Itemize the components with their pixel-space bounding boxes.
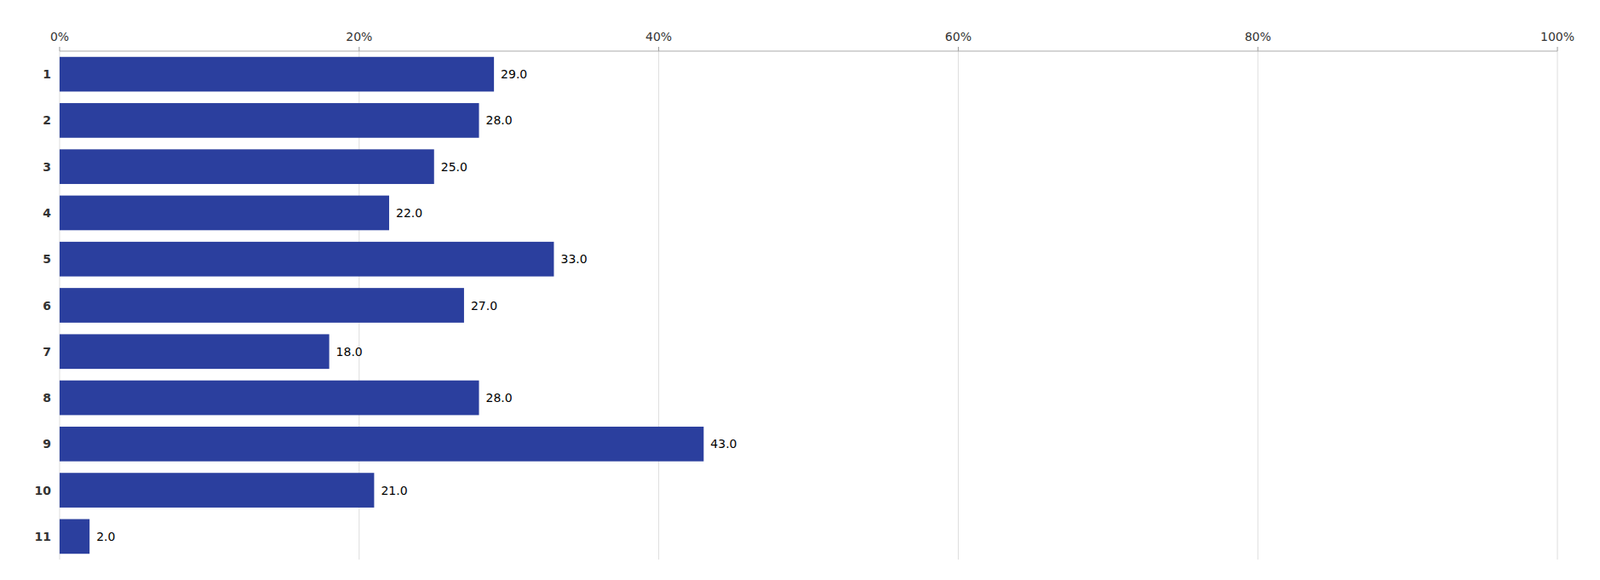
tick-label: 60% bbox=[945, 29, 972, 44]
tick-label: 100% bbox=[1540, 29, 1575, 44]
grid bbox=[59, 51, 1558, 560]
bar bbox=[59, 472, 374, 508]
category-label: 3 bbox=[42, 160, 52, 174]
category-label: 9 bbox=[42, 436, 52, 451]
bar bbox=[59, 57, 494, 92]
data-labels: 29.0 28.0 25.0 22.0 33.0 27.0 18.0 28.0 43.0 21.0… bbox=[96, 67, 737, 544]
data-label: 33.0 bbox=[560, 252, 587, 266]
bar bbox=[59, 519, 90, 555]
category-label: 4 bbox=[42, 206, 52, 220]
y-axis: 1 2 3 4 5 6 7 8 9 10 11 bbox=[34, 67, 52, 544]
category-label: 6 bbox=[42, 298, 52, 313]
data-label: 29.0 bbox=[500, 67, 528, 81]
bar bbox=[59, 380, 480, 416]
grid-line bbox=[1557, 51, 1559, 560]
category-label: 11 bbox=[34, 529, 52, 544]
tick-mark bbox=[358, 46, 360, 52]
category-label: 10 bbox=[34, 483, 52, 498]
chart-container: 0%20%40%60%80%100%29.028.025.022.033.027… bbox=[0, 0, 1600, 580]
bar bbox=[59, 287, 465, 323]
category-label: 1 bbox=[42, 67, 52, 81]
tick-label: 40% bbox=[645, 29, 672, 44]
tick-mark bbox=[957, 46, 959, 52]
tick-mark bbox=[1257, 46, 1259, 52]
data-label: 28.0 bbox=[486, 113, 513, 127]
bar bbox=[59, 426, 704, 462]
axis-line bbox=[59, 51, 1558, 52]
data-label: 25.0 bbox=[441, 160, 468, 174]
tick-mark bbox=[658, 46, 660, 52]
bar bbox=[59, 333, 330, 369]
category-label: 7 bbox=[42, 344, 52, 359]
data-label: 43.0 bbox=[710, 436, 737, 451]
grid-line bbox=[658, 51, 660, 560]
data-label: 2.0 bbox=[96, 529, 115, 544]
data-label: 22.0 bbox=[395, 206, 423, 220]
bar bbox=[59, 195, 390, 231]
tick-mark bbox=[1557, 46, 1559, 52]
tick-mark bbox=[59, 46, 61, 52]
bar bbox=[59, 149, 435, 184]
bars bbox=[59, 57, 704, 554]
category-label: 5 bbox=[42, 252, 52, 266]
tick-label: 20% bbox=[345, 29, 373, 44]
data-label: 21.0 bbox=[380, 483, 408, 498]
bar bbox=[59, 103, 480, 138]
grid-line bbox=[1257, 51, 1259, 560]
data-label: 27.0 bbox=[470, 298, 498, 313]
tick-label: 80% bbox=[1244, 29, 1272, 44]
tick-label: 0% bbox=[50, 29, 69, 44]
grid-line bbox=[957, 51, 959, 560]
x-axis: 0% 20% 40% 60% 80% 100% bbox=[50, 29, 1575, 52]
bar bbox=[59, 241, 554, 277]
data-label: 28.0 bbox=[486, 390, 513, 405]
data-label: 18.0 bbox=[336, 344, 363, 359]
category-label: 8 bbox=[42, 390, 52, 405]
chart-svg: 0%20%40%60%80%100%29.028.025.022.033.027… bbox=[0, 0, 1600, 580]
category-label: 2 bbox=[42, 113, 52, 127]
